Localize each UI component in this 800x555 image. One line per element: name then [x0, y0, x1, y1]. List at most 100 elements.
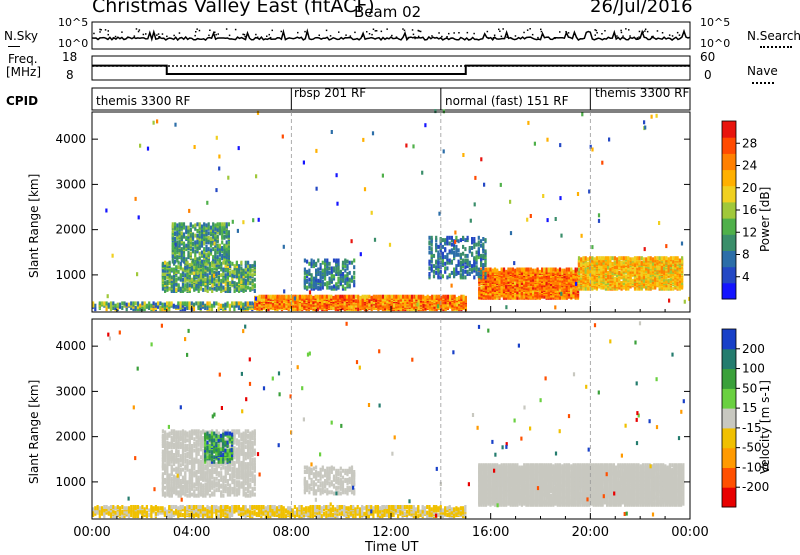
heatmap-cell [128, 303, 130, 307]
heatmap-cell [197, 301, 199, 305]
heatmap-cell [270, 295, 272, 299]
heatmap-cell [501, 268, 503, 272]
heatmap-cell [166, 262, 168, 266]
heatmap-cell [114, 506, 116, 510]
heatmap-cell [555, 217, 557, 221]
heatmap-cell [554, 305, 556, 309]
noise-search-dot [158, 36, 160, 38]
heatmap-cell [449, 273, 451, 277]
heatmap-cell [195, 280, 197, 284]
heatmap-cell [547, 218, 549, 222]
heatmap-cell [337, 285, 339, 289]
heatmap-cell [228, 230, 230, 234]
heatmap-cell [175, 305, 177, 309]
heatmap-cell [194, 249, 196, 253]
heatmap-cell [340, 270, 342, 274]
heatmap-cell [108, 303, 110, 307]
heatmap-cell [223, 222, 225, 226]
heatmap-cell [309, 290, 311, 294]
heatmap-cell [614, 277, 616, 281]
heatmap-cell [460, 295, 462, 299]
heatmap-cell [137, 301, 139, 305]
heatmap-cell [240, 261, 242, 265]
heatmap-cell [580, 274, 582, 278]
noise-search-dot [601, 33, 603, 35]
noise-search-dot [628, 29, 630, 31]
heatmap-cell [471, 252, 473, 256]
heatmap-cell [654, 256, 656, 260]
heatmap-cell [530, 268, 532, 272]
heatmap-cell [321, 295, 323, 299]
noise-search-dot [304, 31, 306, 33]
noise-search-dot [99, 31, 101, 33]
heatmap-cell [274, 295, 276, 299]
noise-search-dot [467, 32, 469, 34]
noise-search-dot [669, 34, 671, 36]
heatmap-cell [507, 268, 509, 272]
heatmap-cell [464, 275, 466, 279]
heatmap-cell [482, 254, 484, 258]
heatmap-cell [187, 226, 189, 230]
heatmap-cell [449, 259, 451, 263]
heatmap-cell [135, 301, 137, 305]
heatmap-cell [213, 242, 215, 246]
heatmap-cell [229, 271, 231, 275]
heatmap-cell [211, 304, 213, 308]
heatmap-cell [336, 202, 338, 206]
noise-search-dot [568, 32, 570, 34]
heatmap-cell [672, 287, 674, 291]
heatmap-cell [121, 510, 123, 514]
heatmap-cell [433, 295, 435, 299]
heatmap-cell [537, 268, 539, 272]
heatmap-cell [174, 231, 176, 235]
heatmap-cell [557, 269, 559, 273]
heatmap-cell [267, 295, 269, 299]
heatmap-cell [525, 268, 527, 272]
heatmap-cell [185, 244, 187, 248]
heatmap-cell [464, 259, 466, 263]
noise-search-dot [326, 30, 328, 32]
heatmap-cell [218, 167, 220, 171]
heatmap-cell [480, 270, 482, 274]
heatmap-cell [607, 271, 609, 275]
heatmap-cell [471, 264, 473, 268]
heatmap-cell [424, 296, 426, 300]
heatmap-cell [192, 259, 194, 263]
noise-search-dot [438, 32, 440, 34]
heatmap-cell [431, 247, 433, 251]
heatmap-cell [444, 262, 446, 266]
heatmap-cell [219, 244, 221, 248]
noise-search-dot [616, 35, 618, 37]
heatmap-cell [412, 144, 414, 148]
heatmap-cell [208, 231, 210, 235]
noise-search-dot [537, 37, 539, 39]
heatmap-cell [587, 257, 589, 261]
heatmap-cell [638, 256, 640, 260]
heatmap-cell [331, 286, 333, 290]
heatmap-cell [164, 303, 166, 307]
heatmap-cell [155, 303, 157, 307]
heatmap-cell [308, 269, 310, 273]
heatmap-cell [469, 246, 471, 250]
heatmap-cell [476, 255, 478, 259]
heatmap-cell [460, 261, 462, 265]
heatmap-cell [443, 109, 445, 113]
heatmap-cell [487, 268, 489, 272]
heatmap-cell [199, 252, 201, 256]
heatmap-cell [114, 304, 116, 308]
heatmap-cell [467, 254, 469, 258]
heatmap-cell [218, 307, 220, 311]
heatmap-cell [458, 239, 460, 243]
heatmap-cell [179, 222, 181, 226]
heatmap-cell [207, 266, 209, 270]
heatmap-cell [306, 279, 308, 283]
heatmap-cell [254, 261, 256, 265]
heatmap-cell [516, 268, 518, 272]
heatmap-cell [171, 275, 173, 279]
heatmap-cell [353, 271, 355, 275]
heatmap-cell [329, 262, 331, 266]
heatmap-cell [541, 268, 543, 272]
heatmap-cell [349, 271, 351, 275]
heatmap-cell [317, 279, 319, 283]
heatmap-cell [285, 295, 287, 299]
